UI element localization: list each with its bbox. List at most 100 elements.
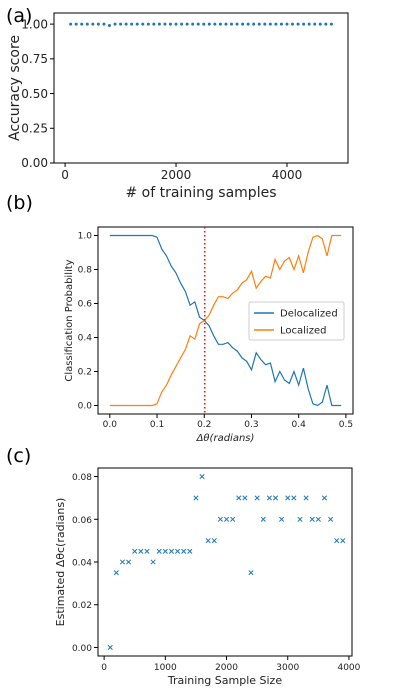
data-point — [241, 22, 245, 26]
data-point — [168, 22, 172, 26]
x-axis-label: Training Sample Size — [167, 674, 282, 687]
series-line — [109, 234, 342, 407]
data-point — [302, 22, 306, 26]
data-marker — [119, 559, 126, 565]
data-point — [124, 22, 128, 26]
data-point — [230, 22, 234, 26]
data-marker — [297, 516, 303, 522]
data-point — [102, 22, 106, 26]
x-tick-label: 3000 — [276, 663, 299, 673]
y-axis-label: Accuracy score — [7, 35, 23, 141]
data-point — [163, 22, 167, 26]
data-point — [318, 22, 322, 26]
data-marker — [291, 495, 297, 501]
chart-panel-c: 0 1000 2000 3000 4000 0.00 0.02 0.04 0.06 0.08 Tra… — [54, 467, 361, 687]
data-point — [141, 22, 145, 26]
legend: Delocalized Localized — [248, 301, 345, 341]
data-marker — [223, 516, 230, 522]
data-marker — [242, 495, 248, 501]
data-point — [307, 22, 311, 26]
x-tick-label: 0 — [61, 168, 69, 182]
data-point — [218, 22, 222, 26]
data-point — [130, 22, 134, 26]
x-tick-label: 0 — [101, 663, 107, 673]
data-marker — [248, 570, 254, 576]
data-point — [180, 22, 184, 26]
data-point — [91, 22, 95, 26]
plot-frame — [97, 467, 353, 657]
x-axis-label: # of training samples — [125, 185, 276, 201]
data-point — [268, 22, 272, 26]
data-marker — [309, 516, 315, 522]
data-marker — [315, 516, 321, 522]
data-marker — [236, 495, 242, 501]
chart-panel-b: 0.0 0.1 0.2 0.3 0.4 0.5 0.0 0.2 0.4 0.6 0.8 1.0 Delo… — [64, 226, 354, 444]
data-marker — [205, 538, 211, 544]
data-marker — [187, 548, 193, 554]
data-marker — [279, 516, 285, 522]
data-point — [146, 22, 150, 26]
x-tick-label: 0.4 — [292, 420, 307, 430]
data-point — [313, 22, 317, 26]
x-axis-label: Δθ(radians) — [196, 433, 255, 444]
data-point — [113, 22, 117, 26]
x-tick-label: 0.2 — [197, 420, 211, 430]
chart-panel-a: 0 2000 4000 0.00 0.25 0.50 0.75 1.00 # of traini… — [7, 12, 349, 201]
data-point — [74, 22, 78, 26]
y-tick-label: 0.25 — [21, 121, 48, 135]
data-marker — [285, 495, 291, 501]
data-marker — [175, 548, 181, 554]
data-marker — [181, 548, 187, 554]
data-marker — [254, 495, 260, 501]
x-tick-label: 0.1 — [150, 420, 164, 430]
x-tick-label: 2000 — [215, 663, 238, 673]
data-point — [246, 22, 250, 26]
y-tick-label: 0.50 — [21, 87, 48, 101]
data-point — [329, 22, 333, 26]
data-point — [263, 22, 267, 26]
data-point — [185, 22, 189, 26]
data-point — [152, 22, 156, 26]
x-tick-label: 0.0 — [103, 420, 118, 430]
y-tick-label: 0.00 — [21, 156, 48, 170]
x-tick-label: 0.3 — [244, 420, 258, 430]
y-tick-label: 0.8 — [78, 266, 93, 276]
data-point — [235, 22, 239, 26]
data-point — [96, 22, 100, 26]
data-marker — [211, 538, 217, 544]
y-tick-label: 1.00 — [21, 17, 48, 31]
plot-frame — [53, 12, 349, 164]
data-marker — [303, 495, 309, 501]
data-point — [202, 22, 206, 26]
panel-label-c: (c) — [6, 445, 31, 467]
data-point — [174, 22, 178, 26]
data-marker — [107, 644, 113, 651]
y-tick-label: 0.08 — [72, 473, 92, 483]
legend-label: Delocalized — [280, 309, 338, 320]
data-marker — [340, 538, 346, 544]
x-tick-label: 2000 — [161, 168, 192, 182]
data-marker — [230, 516, 236, 522]
data-marker — [132, 548, 138, 554]
data-point — [296, 22, 300, 26]
x-tick-label: 4000 — [337, 663, 360, 673]
x-tick-label: 4000 — [272, 168, 303, 182]
y-tick-label: 0.75 — [21, 52, 48, 66]
data-marker — [260, 516, 266, 522]
data-marker — [266, 495, 272, 501]
data-marker — [144, 548, 150, 554]
data-marker — [328, 516, 334, 522]
data-marker — [272, 495, 279, 501]
data-point — [107, 24, 111, 27]
data-point — [291, 22, 295, 26]
x-tick-label: 1000 — [154, 663, 177, 673]
data-marker — [150, 559, 156, 565]
data-point — [285, 22, 289, 26]
data-point — [191, 22, 195, 26]
data-marker — [199, 473, 205, 480]
y-axis-label: Classification Probability — [64, 259, 75, 381]
data-point — [196, 22, 200, 26]
data-point — [213, 22, 217, 26]
data-marker — [334, 538, 340, 544]
